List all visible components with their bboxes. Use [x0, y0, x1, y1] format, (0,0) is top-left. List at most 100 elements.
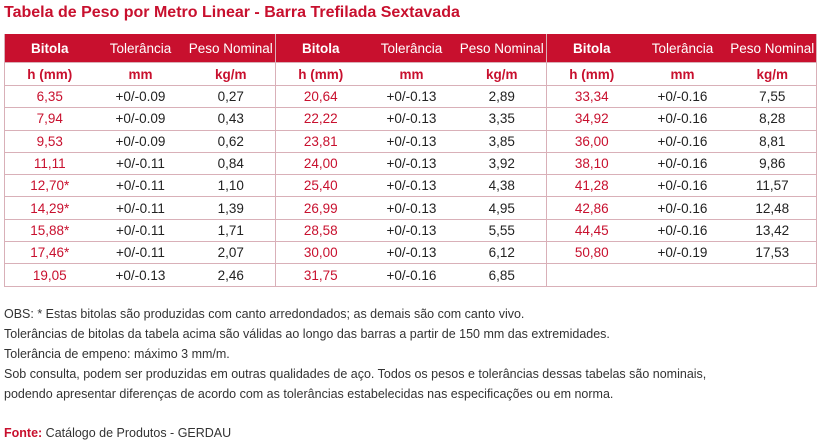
tolerancia-cell: +0/-0.16 [636, 152, 729, 176]
header-bitola: Bitola [275, 34, 366, 63]
tolerancia-cell: +0/-0.11 [94, 174, 187, 198]
source-label: Fonte: [4, 426, 43, 440]
tolerancia-cell [636, 263, 729, 287]
tolerancia-cell: +0/-0.13 [365, 85, 458, 109]
bitola-cell: 23,81 [275, 130, 366, 153]
bitola-cell: 31,75 [275, 263, 366, 287]
bitola-cell: 7,94 [4, 107, 95, 131]
peso-cell: 3,92 [457, 152, 547, 176]
peso-cell: 9,86 [728, 152, 817, 176]
unit-bitola: h (mm) [546, 62, 637, 86]
source-line: Fonte: Catálogo de Produtos - GERDAU [4, 426, 231, 440]
note-tolerancias: Tolerâncias de bitolas da tabela acima s… [4, 327, 610, 341]
header-bitola: Bitola [546, 34, 637, 63]
bitola-cell: 36,00 [546, 130, 637, 153]
unit-peso: kg/m [457, 62, 547, 86]
bitola-cell: 24,00 [275, 152, 366, 176]
unit-tolerancia: mm [636, 62, 729, 86]
peso-cell: 3,85 [457, 130, 547, 153]
bitola-cell: 34,92 [546, 107, 637, 131]
unit-tolerancia: mm [365, 62, 458, 86]
bitola-cell: 26,99 [275, 196, 366, 220]
tolerancia-cell: +0/-0.16 [636, 130, 729, 153]
peso-cell: 6,12 [457, 241, 547, 265]
unit-peso: kg/m [186, 62, 276, 86]
peso-cell: 2,46 [186, 263, 276, 287]
bitola-cell: 14,29* [4, 196, 95, 220]
unit-bitola: h (mm) [4, 62, 95, 86]
unit-bitola: h (mm) [275, 62, 366, 86]
tolerancia-cell: +0/-0.13 [365, 196, 458, 220]
peso-cell: 17,53 [728, 241, 817, 265]
peso-cell: 13,42 [728, 219, 817, 243]
bitola-cell: 38,10 [546, 152, 637, 176]
table-row: 6,35 +0/-0.09 0,27 20,64 +0/-0.13 2,89 3… [4, 85, 817, 109]
bitola-cell: 20,64 [275, 85, 366, 109]
bitola-cell: 44,45 [546, 219, 637, 243]
bitola-cell: 33,34 [546, 85, 637, 109]
tolerancia-cell: +0/-0.13 [365, 174, 458, 198]
tolerancia-cell: +0/-0.19 [636, 241, 729, 265]
tolerancia-cell: +0/-0.09 [94, 130, 187, 153]
bitola-cell: 25,40 [275, 174, 366, 198]
note-consulta-cont: podendo apresentar diferenças de acordo … [4, 387, 614, 401]
tolerancia-cell: +0/-0.16 [365, 263, 458, 287]
peso-cell: 8,28 [728, 107, 817, 131]
peso-cell: 12,48 [728, 196, 817, 220]
tolerancia-cell: +0/-0.09 [94, 85, 187, 109]
peso-cell: 0,43 [186, 107, 276, 131]
header-tolerancia: Tolerância [636, 34, 729, 63]
header-peso-nominal: Peso Nominal [457, 34, 547, 63]
bitola-cell: 6,35 [4, 85, 95, 109]
tolerancia-cell: +0/-0.16 [636, 107, 729, 131]
peso-cell: 0,27 [186, 85, 276, 109]
bitola-cell [546, 263, 637, 287]
peso-cell: 0,62 [186, 130, 276, 153]
tolerancia-cell: +0/-0.16 [636, 174, 729, 198]
peso-cell: 7,55 [728, 85, 817, 109]
unit-tolerancia: mm [94, 62, 187, 86]
peso-cell: 3,35 [457, 107, 547, 131]
bitola-cell: 22,22 [275, 107, 366, 131]
peso-cell: 4,38 [457, 174, 547, 198]
tolerancia-cell: +0/-0.13 [365, 107, 458, 131]
source-text: Catálogo de Produtos - GERDAU [45, 426, 232, 440]
table-row: 9,53 +0/-0.09 0,62 23,81 +0/-0.13 3,85 3… [4, 130, 817, 153]
bitola-cell: 17,46* [4, 241, 95, 265]
peso-cell: 1,10 [186, 174, 276, 198]
tolerancia-cell: +0/-0.13 [365, 130, 458, 153]
page-title: Tabela de Peso por Metro Linear - Barra … [4, 4, 460, 21]
peso-cell: 6,85 [457, 263, 547, 287]
bitola-cell: 15,88* [4, 219, 95, 243]
table-row: 17,46* +0/-0.11 2,07 30,00 +0/-0.13 6,12… [4, 241, 817, 265]
tolerancia-cell: +0/-0.13 [365, 152, 458, 176]
bitola-cell: 9,53 [4, 130, 95, 153]
tolerancia-cell: +0/-0.11 [94, 152, 187, 176]
peso-cell: 1,39 [186, 196, 276, 220]
tolerancia-cell: +0/-0.11 [94, 196, 187, 220]
peso-cell: 0,84 [186, 152, 276, 176]
header-tolerancia: Tolerância [94, 34, 187, 63]
table-row: 7,94 +0/-0.09 0,43 22,22 +0/-0.13 3,35 3… [4, 107, 817, 131]
peso-cell: 2,89 [457, 85, 547, 109]
header-row: Bitola Tolerância Peso Nominal Bitola To… [4, 34, 817, 63]
bitola-cell: 50,80 [546, 241, 637, 265]
tolerancia-cell: +0/-0.13 [365, 241, 458, 265]
peso-cell [728, 263, 817, 287]
table-row: 11,11 +0/-0.11 0,84 24,00 +0/-0.13 3,92 … [4, 152, 817, 176]
bitola-cell: 12,70* [4, 174, 95, 198]
peso-cell: 2,07 [186, 241, 276, 265]
peso-cell: 4,95 [457, 196, 547, 220]
notes-section: OBS: * Estas bitolas são produzidas com … [4, 304, 816, 404]
tolerancia-cell: +0/-0.16 [636, 85, 729, 109]
tolerancia-cell: +0/-0.11 [94, 241, 187, 265]
weight-table: Bitola Tolerância Peso Nominal Bitola To… [4, 34, 817, 287]
note-obs: OBS: * Estas bitolas são produzidas com … [4, 307, 525, 321]
tolerancia-cell: +0/-0.16 [636, 219, 729, 243]
table-row: 14,29* +0/-0.11 1,39 26,99 +0/-0.13 4,95… [4, 196, 817, 220]
bitola-cell: 19,05 [4, 263, 95, 287]
tolerancia-cell: +0/-0.16 [636, 196, 729, 220]
tolerancia-cell: +0/-0.09 [94, 107, 187, 131]
header-bitola: Bitola [4, 34, 95, 63]
bitola-cell: 11,11 [4, 152, 95, 176]
